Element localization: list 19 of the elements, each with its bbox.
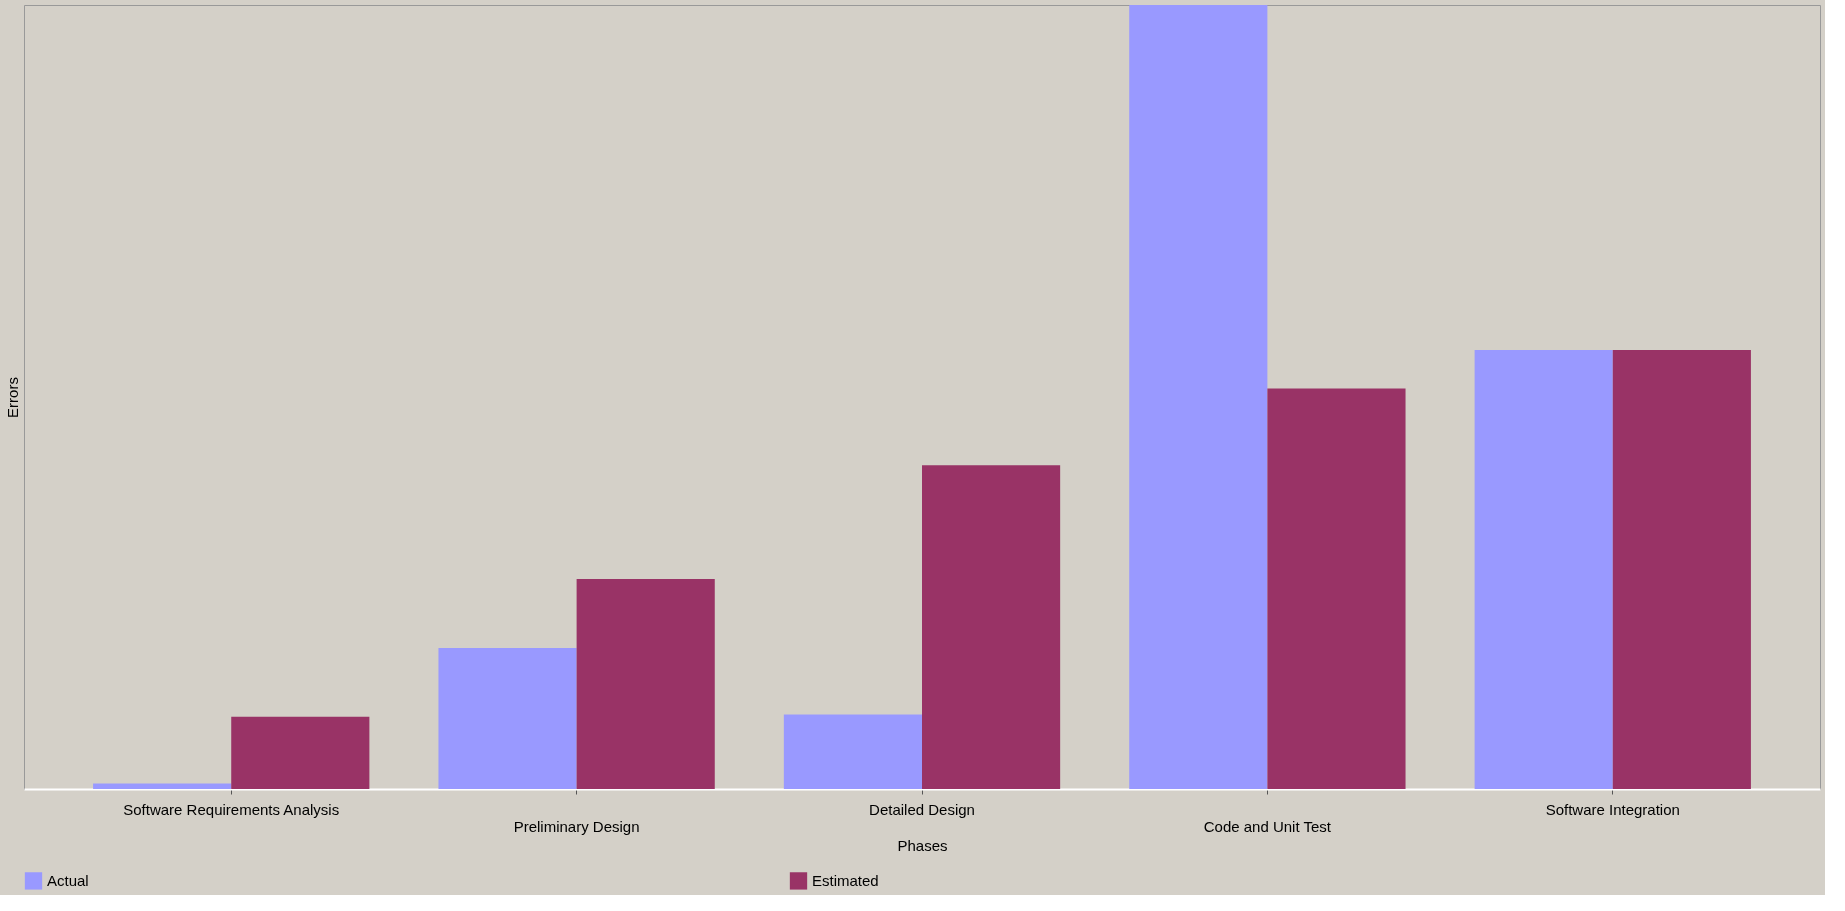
bar (1129, 5, 1268, 789)
x-tick-label: Software Integration (1545, 800, 1680, 818)
bar (1267, 388, 1406, 789)
x-tick-label: Preliminary Design (513, 817, 640, 835)
bar (93, 783, 232, 789)
bar (1612, 349, 1751, 789)
bar (231, 716, 370, 789)
bar (438, 647, 577, 789)
bar (783, 714, 922, 789)
x-axis-title: Phases (897, 836, 948, 854)
bar (922, 465, 1061, 789)
y-axis-title: Errors (3, 377, 21, 418)
bar (1474, 349, 1613, 789)
bar (576, 578, 715, 789)
legend-label: Actual (47, 871, 89, 889)
x-tick-label: Code and Unit Test (1203, 817, 1332, 835)
legend-label: Estimated (812, 871, 879, 889)
x-tick-label: Detailed Design (869, 800, 975, 818)
x-tick-label: Software Requirements Analysis (123, 800, 340, 818)
